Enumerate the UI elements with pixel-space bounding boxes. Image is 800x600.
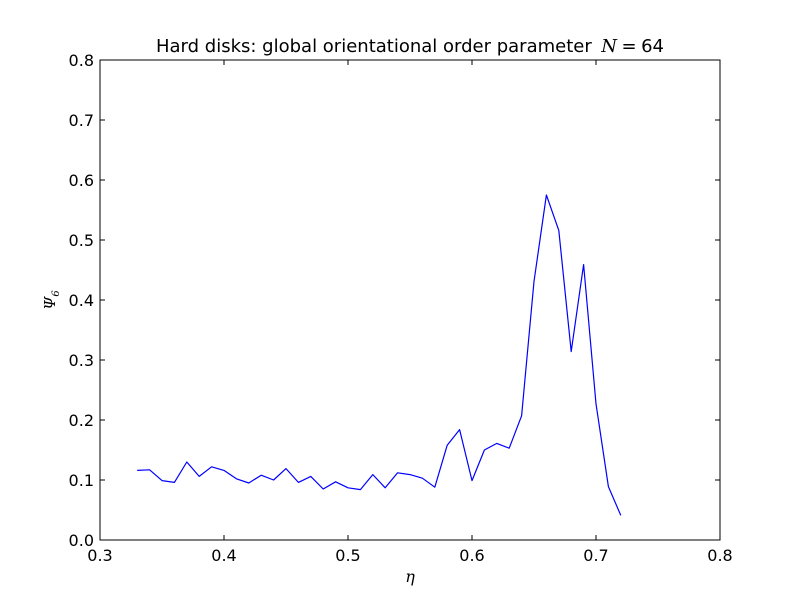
- data-point: [471, 479, 474, 482]
- y-tick-label: 0.8: [69, 51, 94, 70]
- data-point: [384, 486, 387, 489]
- svg-text:Ψ6: Ψ6: [41, 290, 62, 310]
- data-point: [322, 488, 325, 491]
- data-point: [533, 280, 536, 283]
- data-point: [247, 482, 250, 485]
- x-axis-label: η: [405, 567, 415, 586]
- x-tick-label: 0.3: [87, 546, 112, 565]
- data-point: [570, 350, 573, 353]
- y-tick-label: 0.0: [69, 531, 94, 550]
- data-point: [458, 428, 461, 431]
- chart-title-value: 64: [641, 36, 664, 57]
- data-point: [446, 444, 449, 447]
- x-tick-label: 0.5: [335, 546, 360, 565]
- data-point: [619, 514, 622, 517]
- y-tick-label: 0.6: [69, 171, 94, 190]
- chart-title: Hard disks: global orientational order p…: [156, 36, 664, 57]
- data-point: [136, 469, 139, 472]
- data-point: [210, 465, 213, 468]
- axes-frame: [99, 59, 721, 541]
- data-point: [433, 486, 436, 489]
- data-point: [508, 447, 511, 450]
- data-point: [582, 263, 585, 266]
- data-point: [495, 442, 498, 445]
- data-point: [198, 475, 201, 478]
- data-point: [595, 402, 598, 405]
- data-point: [359, 488, 362, 491]
- data-point: [297, 481, 300, 484]
- data-point: [309, 475, 312, 478]
- x-tick-label: 0.7: [583, 546, 608, 565]
- data-point: [285, 467, 288, 470]
- data-point: [347, 486, 350, 489]
- y-tick-label: 0.1: [69, 471, 94, 490]
- chart-title-op: =: [622, 36, 637, 57]
- x-tick-label: 0.4: [211, 546, 236, 565]
- series-line: [137, 194, 622, 516]
- data-point: [409, 473, 412, 476]
- y-axis-label-subscript: 6: [51, 290, 62, 297]
- y-tick-label: 0.3: [69, 351, 94, 370]
- data-point: [173, 481, 176, 484]
- data-point: [371, 473, 374, 476]
- data-point: [421, 477, 424, 480]
- data-point: [272, 479, 275, 482]
- data-point: [161, 479, 164, 482]
- y-tick-label: 0.2: [69, 411, 94, 430]
- data-point: [148, 468, 151, 471]
- y-tick-label: 0.5: [69, 231, 94, 250]
- data-point: [260, 474, 263, 477]
- chart-title-text: Hard disks: global orientational order p…: [156, 36, 592, 57]
- y-axis-label-symbol: Ψ: [41, 296, 59, 310]
- data-point: [545, 194, 548, 197]
- plot-area: [100, 60, 720, 540]
- y-axis-label: Ψ6: [41, 290, 62, 310]
- data-point: [483, 449, 486, 452]
- data-point: [223, 469, 226, 472]
- y-tick-label: 0.7: [69, 111, 94, 130]
- data-point: [607, 485, 610, 488]
- data-point: [520, 414, 523, 417]
- data-point: [557, 229, 560, 232]
- data-point: [185, 461, 188, 464]
- data-point: [235, 477, 238, 480]
- x-tick-label: 0.8: [707, 546, 732, 565]
- y-ticks: 0.0 0.1 0.2 0.3 0.4 0.5 0.6 0.7 0.8: [69, 51, 720, 550]
- y-tick-label: 0.4: [69, 291, 94, 310]
- chart-title-var: N: [600, 36, 618, 57]
- x-tick-label: 0.6: [459, 546, 484, 565]
- data-point: [334, 480, 337, 483]
- data-point: [396, 471, 399, 474]
